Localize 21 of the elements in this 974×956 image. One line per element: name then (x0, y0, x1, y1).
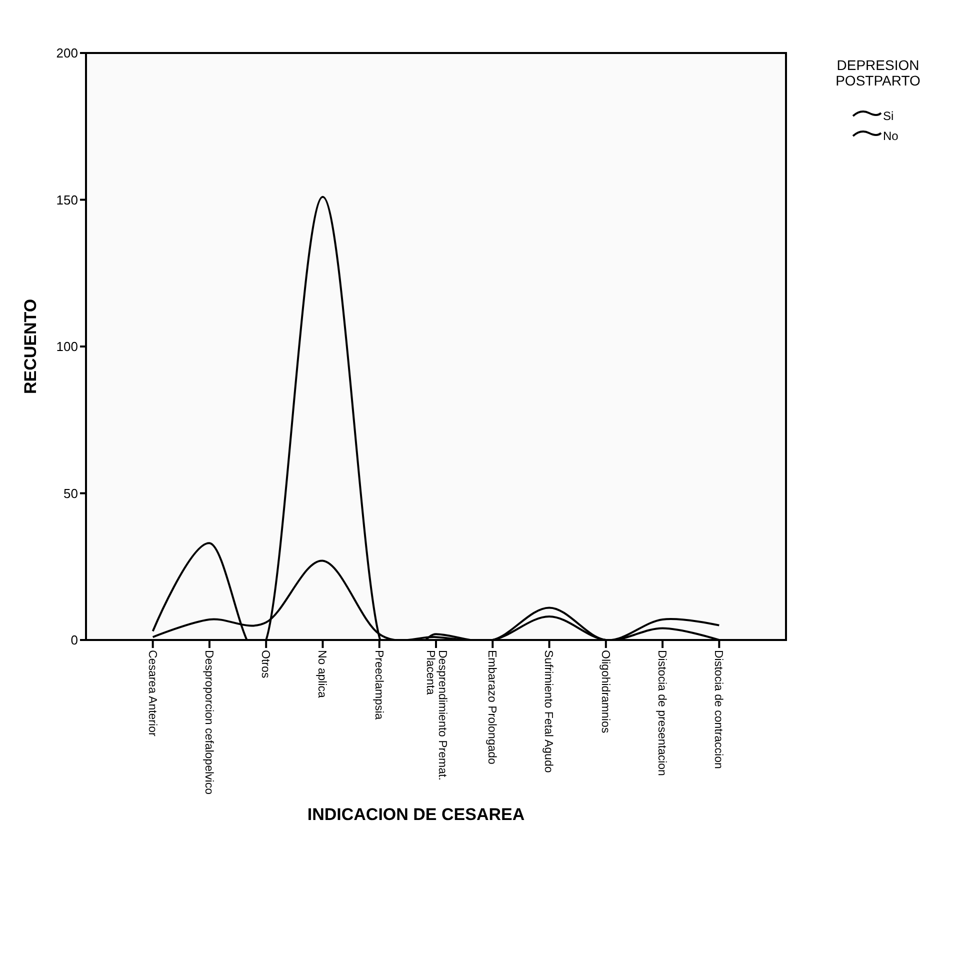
x-tick-label: Otros (259, 650, 272, 678)
x-axis-title: INDICACION DE CESAREA (307, 805, 525, 824)
y-tick-label: 200 (56, 46, 78, 61)
legend-title: DEPRESION POSTPARTO (836, 57, 921, 88)
x-tick-label: Oligohidramnios (598, 650, 611, 734)
y-tick-label: 50 (64, 486, 78, 501)
y-axis-title: RECUENTO (21, 298, 40, 394)
legend-label: Si (883, 109, 894, 124)
y-tick-label: 150 (56, 192, 78, 208)
legend-label: No (883, 129, 899, 144)
x-tick-label: Embarazo Prolongado (486, 650, 498, 764)
x-tick-label: Sufrimiento Fetal Agudo (542, 650, 554, 773)
x-tick-label: Distocia de contraccion (712, 650, 724, 769)
y-tick-label: 100 (56, 339, 78, 354)
y-tick-label: 0 (70, 632, 78, 648)
x-tick-label: Preeclampsia (372, 650, 384, 720)
x-tick-label: Distocia de presentacion (656, 650, 668, 776)
x-tick-label: No aplica (316, 650, 328, 699)
x-tick-label: Cesarea Anterior (146, 650, 158, 736)
x-tick-label: Desproporcion cefalopelvico (202, 650, 214, 794)
x-tick-label: Desprendimiento Premat. Placenta (424, 650, 448, 780)
